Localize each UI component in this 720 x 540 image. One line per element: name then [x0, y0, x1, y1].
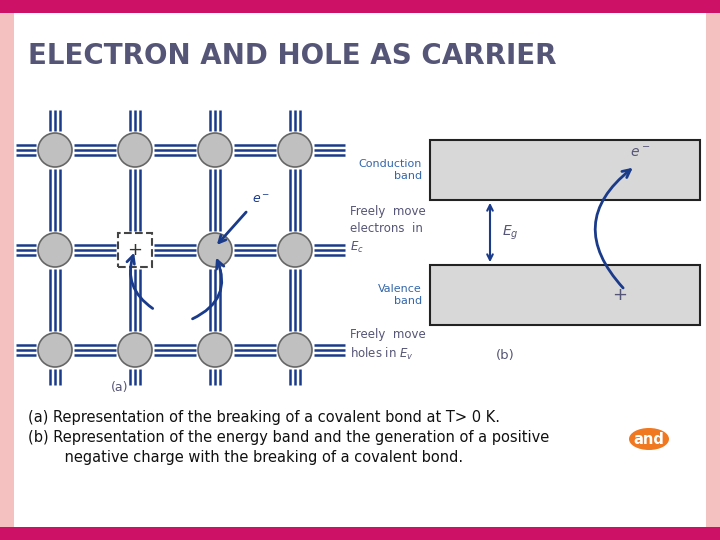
- Circle shape: [38, 333, 72, 367]
- Text: (b) Representation of the energy band and the generation of a positive: (b) Representation of the energy band an…: [28, 430, 549, 445]
- Text: (a) Representation of the breaking of a covalent bond at T> 0 K.: (a) Representation of the breaking of a …: [28, 410, 500, 425]
- Text: $e^-$: $e^-$: [630, 146, 650, 160]
- Text: Freely  move
electrons  in
$E_c$: Freely move electrons in $E_c$: [350, 205, 426, 255]
- Circle shape: [198, 333, 232, 367]
- Bar: [706, 0, 720, 540]
- Circle shape: [118, 133, 152, 167]
- Circle shape: [198, 133, 232, 167]
- Text: +: +: [127, 241, 143, 259]
- Circle shape: [278, 233, 312, 267]
- Bar: [430, 265, 700, 325]
- Circle shape: [38, 133, 72, 167]
- Text: (b): (b): [495, 348, 514, 361]
- Text: ELECTRON AND HOLE AS CARRIER: ELECTRON AND HOLE AS CARRIER: [28, 42, 557, 70]
- Ellipse shape: [629, 428, 669, 450]
- Bar: [0, 527, 720, 540]
- Bar: [0, 0, 720, 13]
- Text: $E_g$: $E_g$: [502, 224, 518, 241]
- Circle shape: [198, 233, 232, 267]
- Text: and: and: [634, 431, 665, 447]
- Text: Freely  move
holes in $E_v$: Freely move holes in $E_v$: [350, 328, 426, 362]
- Text: Valence
band: Valence band: [378, 284, 422, 306]
- Text: negative charge with the breaking of a covalent bond.: negative charge with the breaking of a c…: [46, 450, 463, 465]
- Circle shape: [278, 133, 312, 167]
- Text: Conduction
band: Conduction band: [359, 159, 422, 181]
- Bar: [118, 233, 152, 267]
- Circle shape: [278, 333, 312, 367]
- Bar: [430, 140, 700, 200]
- Text: +: +: [613, 286, 628, 304]
- Bar: [0, 0, 14, 540]
- Circle shape: [38, 233, 72, 267]
- Text: $e^-$: $e^-$: [252, 193, 270, 206]
- Text: (a): (a): [112, 381, 129, 394]
- Circle shape: [118, 333, 152, 367]
